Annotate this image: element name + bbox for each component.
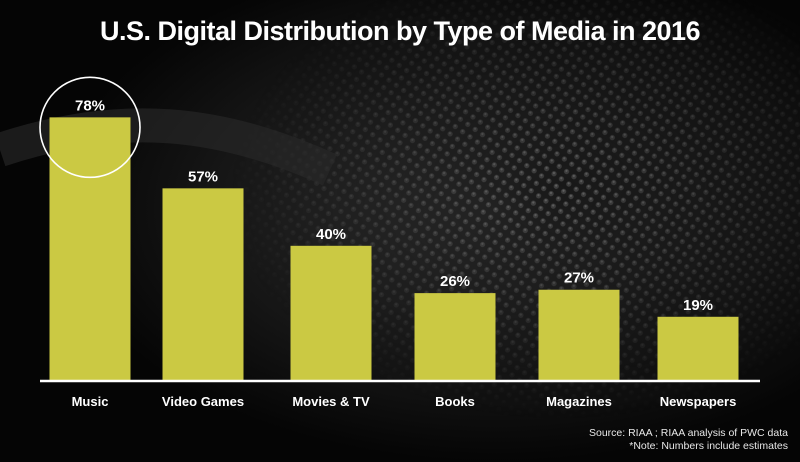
bar-music: [49, 117, 131, 382]
value-label-music: 78%: [75, 97, 105, 114]
category-label-music: Music: [72, 394, 109, 409]
bar-movies-and-tv: [290, 245, 372, 381]
category-label-magazines: Magazines: [546, 394, 612, 409]
bar-books: [414, 293, 496, 381]
bar-magazines: [538, 289, 620, 381]
value-label-movies-and-tv: 40%: [316, 226, 346, 243]
source-note: Source: RIAA ; RIAA analysis of PWC data…: [589, 427, 788, 453]
bar-newspapers: [657, 316, 739, 381]
estimates-note: *Note: Numbers include estimates: [629, 440, 788, 452]
source-line: Source: RIAA ; RIAA analysis of PWC data: [588, 427, 788, 439]
chart-title: U.S. Digital Distribution by Type of Med…: [99, 16, 701, 46]
category-label-newspapers: Newspapers: [660, 394, 737, 409]
value-label-books: 26%: [440, 273, 470, 290]
highlight-circle: [39, 76, 141, 179]
category-label-movies-and-tv: Movies & TV: [292, 394, 370, 409]
bar-video-games: [162, 188, 244, 381]
value-label-newspapers: 19%: [683, 297, 713, 314]
value-label-magazines: 27%: [564, 270, 594, 287]
value-label-video-games: 57%: [188, 168, 218, 185]
category-label-video-games: Video Games: [162, 394, 244, 409]
category-label-books: Books: [435, 394, 475, 409]
